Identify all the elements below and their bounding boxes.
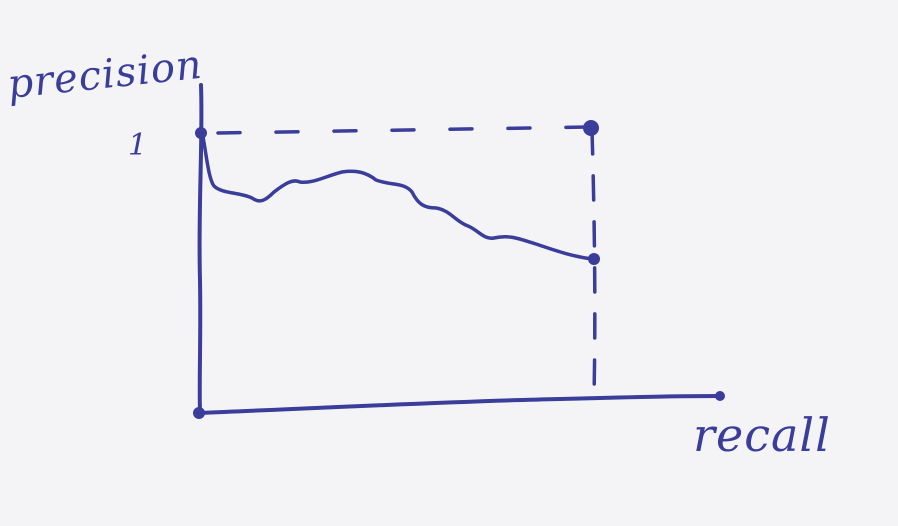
curve-end-point (588, 253, 600, 265)
origin-point (193, 407, 205, 419)
pr-curve (200, 130, 594, 261)
ideal-point (583, 120, 599, 136)
dashed-recall-max-line (590, 128, 597, 398)
dashed-precision-one-line (216, 125, 592, 135)
x-axis-label: recall (693, 408, 831, 462)
x-axis-end-point (715, 391, 725, 401)
y-tick-label-one: 1 (128, 128, 148, 163)
x-axis-line (198, 394, 722, 415)
precision-one-point (195, 127, 207, 139)
